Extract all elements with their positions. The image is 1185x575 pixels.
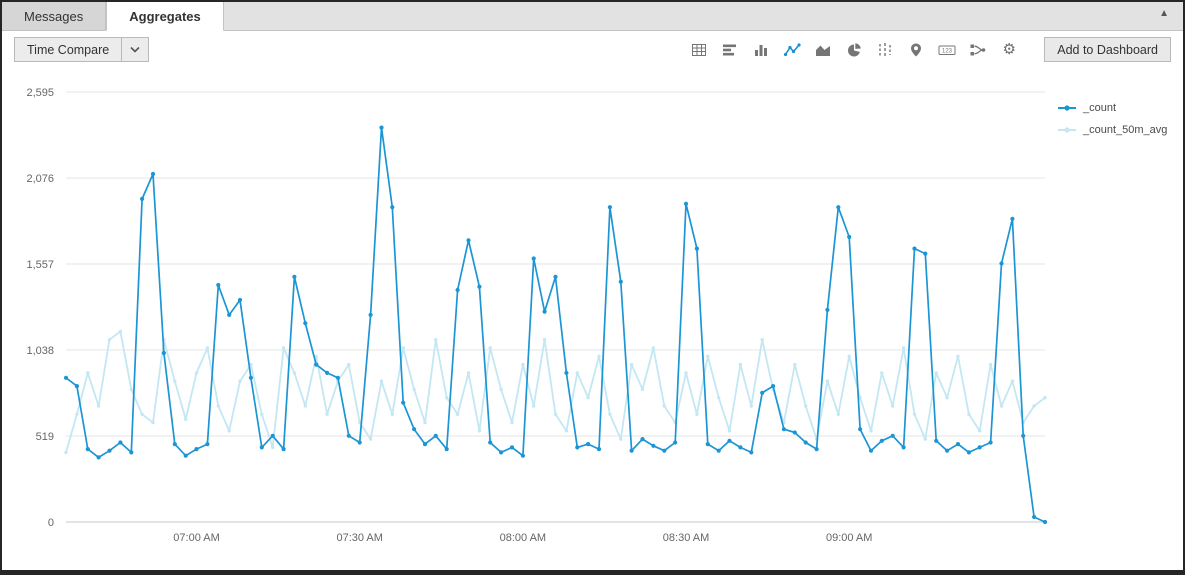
area-chart-icon[interactable] [813,40,833,60]
legend-marker-icon [1058,105,1076,111]
svg-text:123: 123 [942,48,953,54]
legend-marker-icon [1058,127,1076,133]
line-chart-icon[interactable] [782,40,802,60]
svg-text:2,595: 2,595 [26,87,54,99]
tab-aggregates[interactable]: Aggregates [106,2,224,31]
svg-text:519: 519 [36,431,54,443]
tab-messages-label: Messages [24,8,84,24]
legend-item-_count[interactable]: _count [1057,102,1183,114]
svg-text:08:30 AM: 08:30 AM [663,532,709,544]
column-chart-icon[interactable] [751,40,771,60]
svg-text:1,038: 1,038 [26,345,54,357]
svg-text:1,557: 1,557 [26,259,54,271]
gear-icon[interactable]: ⚙ [1002,41,1016,58]
chart-type-icon-bar: 123 ⚙ Add to Dashboard [689,37,1171,62]
svg-text:2,076: 2,076 [26,173,54,185]
pie-chart-icon[interactable] [844,40,864,60]
svg-text:0: 0 [48,517,54,529]
legend-label: _count [1083,102,1117,114]
aggregates-line-chart[interactable]: 0 519 1,038 1,557 2,076 2,595 07:00 AM 07:30 AM… [2,68,1055,570]
collapse-panel-icon[interactable]: ▲ [1159,8,1169,19]
bar-chart-icon[interactable] [720,40,740,60]
aggregates-toolbar: Time Compare [2,31,1183,68]
svg-text:07:30 AM: 07:30 AM [336,532,382,544]
single-value-icon[interactable]: 123 [937,40,957,60]
legend-item-_count_50m_avg[interactable]: _count_50m_avg [1057,124,1183,136]
tab-messages[interactable]: Messages [2,2,107,30]
chart-legend: _count _count_50m_avg [1055,68,1183,570]
tab-aggregates-label: Aggregates [129,8,201,24]
svg-text:09:00 AM: 09:00 AM [826,532,872,544]
tab-strip: Messages Aggregates ▲ [2,2,1183,31]
add-to-dashboard-button[interactable]: Add to Dashboard [1044,37,1171,62]
table-icon[interactable] [689,40,709,60]
flow-diagram-icon[interactable] [968,40,988,60]
map-pin-icon[interactable] [906,40,926,60]
svg-text:07:00 AM: 07:00 AM [173,532,219,544]
time-compare-dropdown-icon[interactable] [121,37,150,62]
svg-text:08:00 AM: 08:00 AM [500,532,546,544]
box-plot-icon[interactable] [875,40,895,60]
legend-label: _count_50m_avg [1083,124,1168,136]
time-compare-button[interactable]: Time Compare [14,37,122,62]
chart-region: 0 519 1,038 1,557 2,076 2,595 07:00 AM 07:30 AM… [2,68,1183,570]
time-compare-split-button: Time Compare [14,37,150,62]
